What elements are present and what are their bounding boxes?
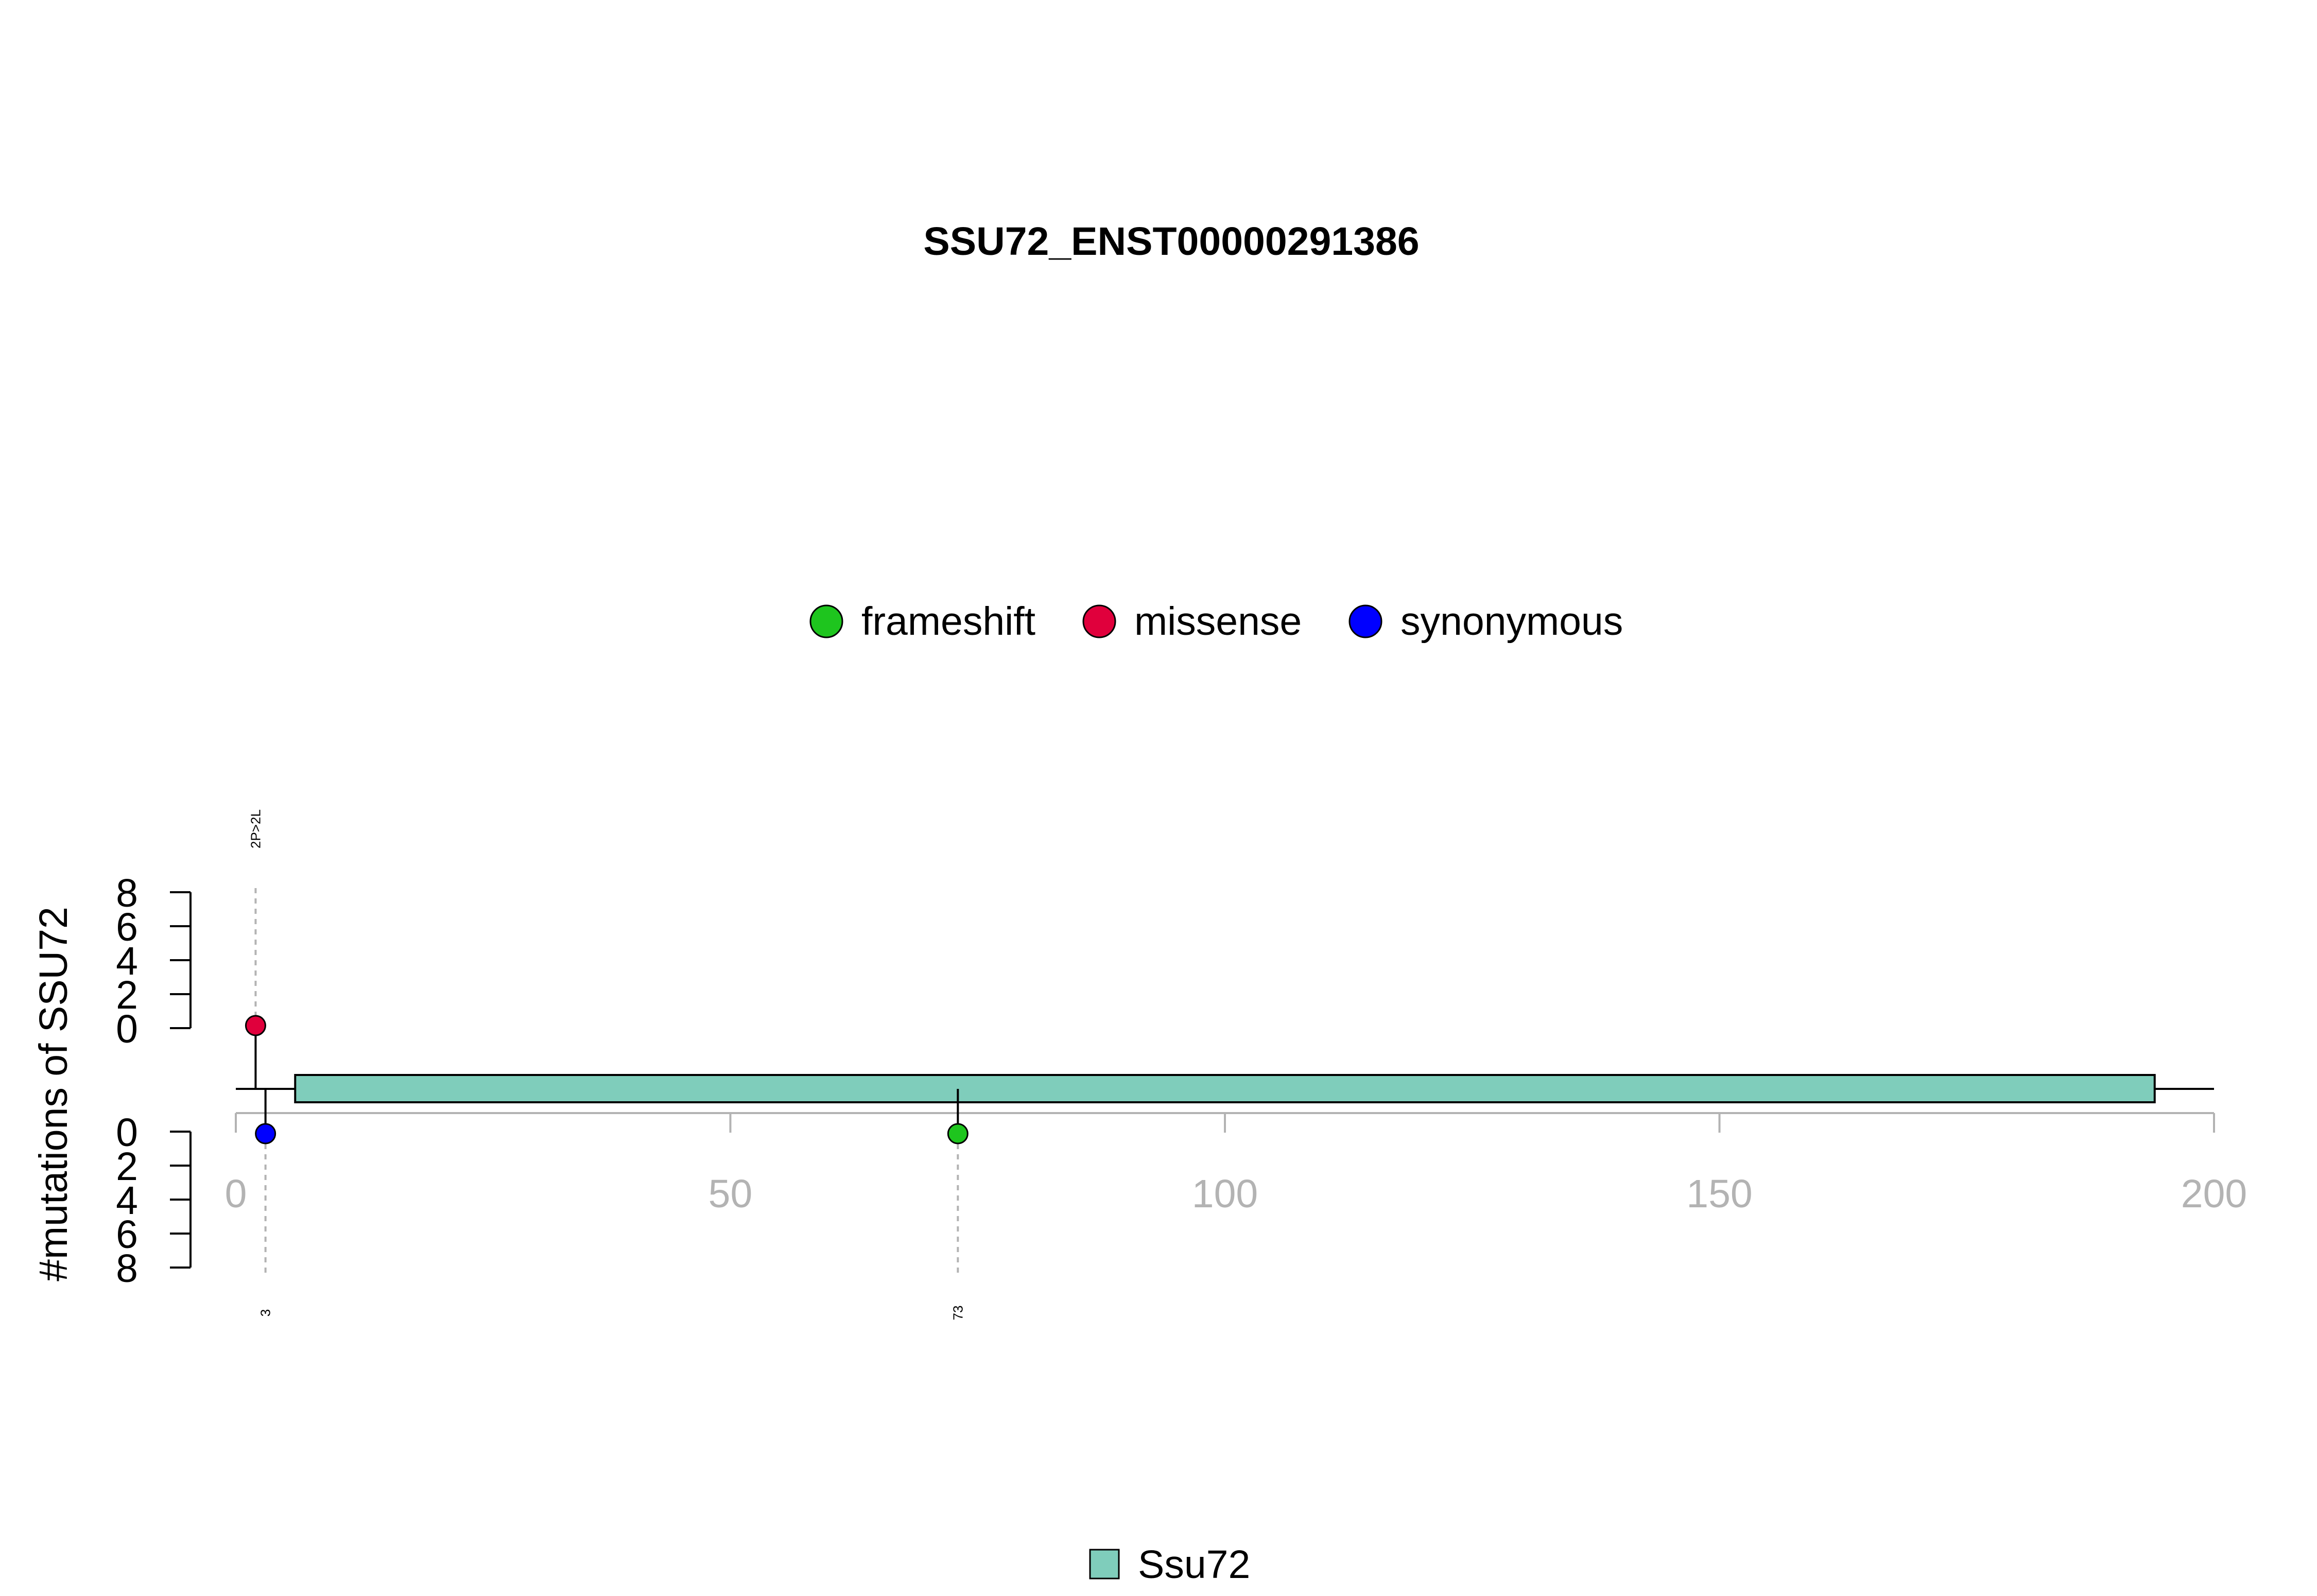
x-tick-label: 200 xyxy=(2181,1172,2247,1216)
y-top-tick-label: 6 xyxy=(116,905,138,949)
legend-label-synonymous: synonymous xyxy=(1400,599,1623,644)
domain-legend: Ssu72 xyxy=(1089,1542,1250,1587)
domain-legend-swatch xyxy=(1089,1549,1120,1580)
y-top-tick-label: 4 xyxy=(116,939,138,983)
y-bottom-tick-label: 6 xyxy=(116,1212,138,1257)
domain-ssu72 xyxy=(294,1074,2156,1103)
x-tick-label: 0 xyxy=(225,1172,247,1216)
y-bottom-tick-label: 4 xyxy=(116,1178,138,1223)
y-axis-label: #mutations of SSU72 xyxy=(31,907,76,1281)
legend-swatch-synonymous xyxy=(1348,604,1382,638)
chart-title: SSU72_ENST00000291386 xyxy=(923,219,1419,264)
y-top-tick-label: 8 xyxy=(116,871,138,915)
mutation-layer: 2P>2L 3 73 xyxy=(245,809,969,1321)
legend-label-frameshift: frameshift xyxy=(861,599,1035,644)
mutation-label: 73 xyxy=(950,1306,965,1321)
domain-legend-label: Ssu72 xyxy=(1138,1542,1250,1587)
mutation-head-synonymous xyxy=(255,1123,276,1144)
x-axis: 0 50 100 150 200 xyxy=(225,1112,2247,1216)
y-bottom-tick-label: 2 xyxy=(116,1144,138,1189)
legend-swatch-missense xyxy=(1082,604,1116,638)
mutation-head-frameshift xyxy=(947,1123,969,1144)
y-bottom-tick-label: 0 xyxy=(116,1111,138,1155)
y-bottom-tick-label: 8 xyxy=(116,1246,138,1291)
x-tick-label: 100 xyxy=(1192,1172,1258,1216)
mutation-type-legend: frameshift missense synonymous xyxy=(809,599,1623,644)
x-tick-label: 150 xyxy=(1686,1172,1752,1216)
y-top-tick-label: 0 xyxy=(116,1007,138,1051)
mutation-head-missense xyxy=(245,1015,266,1036)
mutation-label: 3 xyxy=(258,1309,273,1316)
mutation-label: 2P>2L xyxy=(248,809,263,848)
domain-layer xyxy=(294,1074,2156,1103)
x-tick-label: 50 xyxy=(708,1172,753,1216)
y-top-tick-label: 2 xyxy=(116,973,138,1017)
legend-swatch-frameshift xyxy=(809,604,843,638)
legend-label-missense: missense xyxy=(1134,599,1302,644)
